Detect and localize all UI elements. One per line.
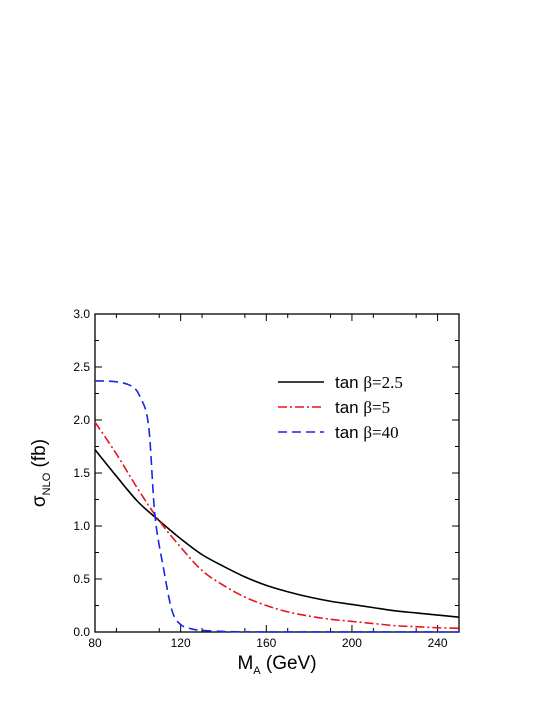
y-tick-label: 2.5 (73, 360, 90, 374)
series-line-3 (94, 379, 460, 633)
series-group (94, 379, 460, 633)
series-line-2 (94, 421, 460, 630)
x-tick-label: 120 (171, 636, 191, 650)
y-tick-label: 3.0 (73, 307, 90, 321)
legend-label-2: tan β=5 (335, 398, 390, 417)
legend-label-prefix: tan (335, 398, 363, 417)
ticks-group: 80 120 160 200 240 0.0 0.5 1.0 1.5 2.0 2.5 3.0 (73, 307, 459, 650)
legend-label-symbol: β (363, 398, 372, 417)
x-tick-label: 200 (342, 636, 362, 650)
y-tick-label: 2.0 (73, 413, 90, 427)
legend-label-symbol: β (363, 423, 372, 442)
x-axis-label: MA (GeV) (237, 653, 316, 677)
legend-label-3: tan β=40 (335, 423, 399, 442)
x-axis-label-main: M (237, 653, 253, 674)
y-tick-label: 0.0 (73, 625, 90, 639)
x-axis-label-sub: A (253, 665, 261, 677)
legend-label-prefix: tan (335, 373, 363, 392)
legend-label-suffix: =5 (372, 398, 390, 417)
legend-label-symbol: β (363, 373, 372, 392)
plot-frame (94, 313, 460, 633)
y-tick-label: 1.0 (73, 519, 90, 533)
y-tick-label: 1.5 (73, 466, 90, 480)
legend-label-suffix: =40 (372, 423, 399, 442)
x-tick-label: 240 (428, 636, 448, 650)
y-axis-label-rest: (fb) (29, 439, 50, 473)
y-axis-label-sub: NLO (41, 472, 53, 495)
legend-label-prefix: tan (335, 423, 363, 442)
y-axis-label-main: σ (29, 495, 50, 507)
x-axis-label-rest: (GeV) (261, 653, 317, 674)
legend-label-1: tan β=2.5 (335, 373, 403, 392)
legend-label-suffix: =2.5 (372, 373, 403, 392)
y-tick-label: 0.5 (73, 572, 90, 586)
x-tick-label: 160 (256, 636, 276, 650)
y-axis-label: σNLO (fb) (29, 439, 53, 507)
series-line-1 (94, 449, 460, 618)
x-tick-label: 80 (88, 636, 102, 650)
